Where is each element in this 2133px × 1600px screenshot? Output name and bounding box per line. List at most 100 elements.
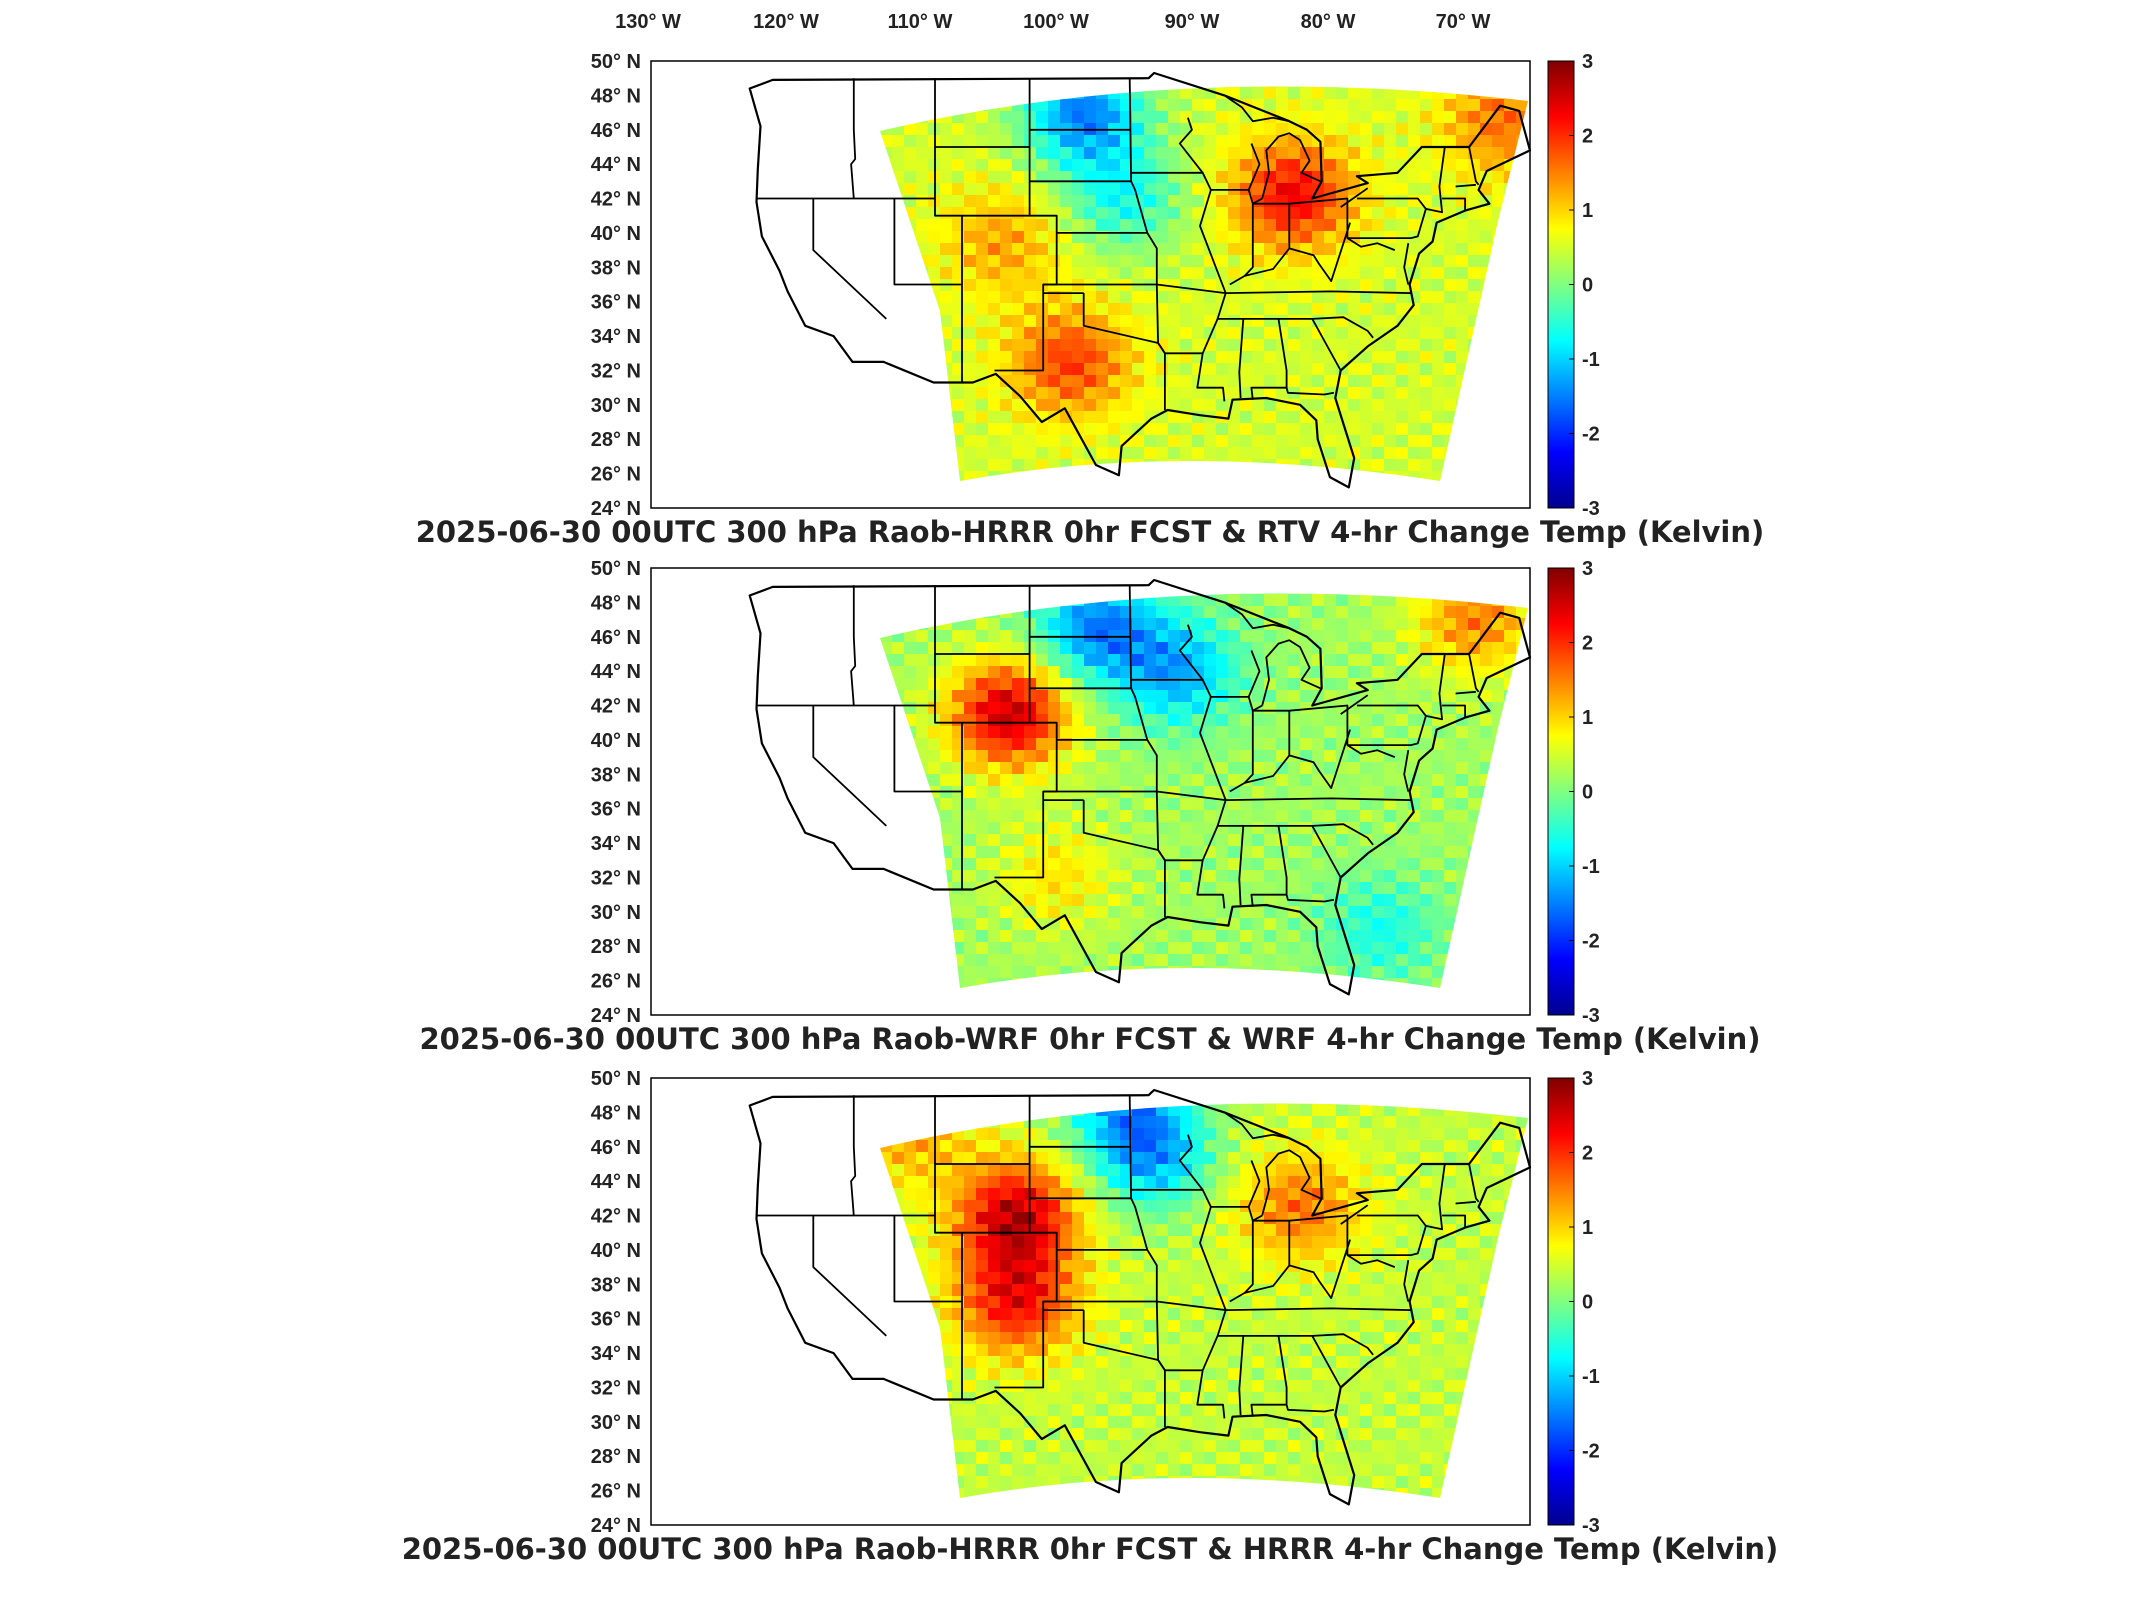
state-line [1082, 800, 1226, 909]
colorbar-tick-label: 3 [1582, 558, 1593, 580]
map-panel: 50° N 48° N 46° N 44° N 42° N 40° N 38° N 36° N… [419, 558, 1760, 1056]
state-line [1238, 825, 1245, 906]
state-line [1468, 1163, 1480, 1203]
map-frame [650, 60, 1531, 509]
state-line [1288, 1220, 1351, 1299]
state-line [1455, 1200, 1476, 1205]
lat-tick-label: 48° N [591, 85, 641, 107]
lat-tick-label: 32° N [591, 360, 641, 382]
state-line [1403, 243, 1410, 285]
state-line [1238, 318, 1245, 399]
state-line [1340, 187, 1369, 208]
conus-outline [748, 1088, 1532, 1506]
state-line [1217, 823, 1374, 846]
state-line [1468, 146, 1480, 186]
colorbar-tick-label: 3 [1582, 51, 1593, 73]
state-line [850, 1095, 857, 1216]
colorbar-tick-label: -1 [1582, 1366, 1600, 1388]
lat-tick-label: 44° N [591, 1171, 641, 1193]
state-line [1311, 1335, 1342, 1388]
state-line [1311, 825, 1342, 878]
state-line [893, 1215, 963, 1400]
colorbar-tick-label: 0 [1582, 782, 1593, 804]
map-panel: 50° N 48° N 46° N 44° N 42° N 40° N 38° N 36° N… [416, 51, 1765, 549]
state-boundaries [748, 1088, 1532, 1506]
lat-tick-label: 44° N [591, 154, 641, 176]
state-line [1244, 247, 1291, 277]
state-line [1288, 710, 1351, 789]
colorbar-tick-label: -2 [1582, 931, 1600, 953]
state-line [1403, 1260, 1410, 1302]
state-line [1178, 117, 1204, 174]
state-line [1178, 1134, 1204, 1191]
lat-tick-label: 38° N [591, 764, 641, 786]
lat-tick-label: 24° N [591, 498, 641, 520]
map-frame [650, 567, 1531, 1016]
lon-tick-label: 80° W [1301, 11, 1356, 33]
lon-tick-label: 100° W [1023, 11, 1089, 33]
state-line [1356, 704, 1427, 717]
state-line [1356, 1214, 1427, 1227]
state-line [1410, 653, 1446, 746]
state-line [1252, 197, 1411, 239]
state-line [1223, 94, 1290, 123]
lat-tick-label: 50° N [591, 558, 641, 580]
state-line [893, 198, 963, 383]
state-line [1410, 146, 1446, 239]
state-line [1442, 197, 1466, 211]
state-line [756, 1163, 1030, 1217]
map-frame [650, 1077, 1531, 1526]
state-line [1229, 710, 1254, 793]
state-line [1128, 585, 1166, 917]
lat-tick-label: 26° N [591, 1481, 641, 1503]
panel-title: 2025-06-30 00UTC 300 hPa Raob-WRF 0hr FC… [419, 1022, 1760, 1056]
state-line [1244, 754, 1291, 784]
longitude-axis-labels: 130° W 120° W 110° W 100° W 90° W 80° W 70° W [615, 11, 1490, 33]
lat-tick-label: 30° N [591, 902, 641, 924]
state-line [1217, 1333, 1374, 1356]
colorbar-tick-label: -3 [1582, 498, 1600, 520]
state-line [1247, 1160, 1263, 1222]
lat-tick-label: 50° N [591, 1068, 641, 1090]
state-line [1238, 1335, 1245, 1416]
state-line [1346, 744, 1396, 758]
lat-tick-label: 26° N [591, 971, 641, 993]
lat-tick-label: 40° N [591, 223, 641, 245]
state-line [1442, 1214, 1466, 1228]
lon-tick-label: 90° W [1165, 11, 1220, 33]
state-line [1082, 293, 1226, 402]
lat-tick-label: 34° N [591, 326, 641, 348]
lat-tick-label: 26° N [591, 464, 641, 486]
panel-title: 2025-06-30 00UTC 300 hPa Raob-HRRR 0hr F… [416, 515, 1765, 549]
lat-tick-label: 30° N [591, 395, 641, 417]
lat-tick-label: 50° N [591, 51, 641, 73]
state-line [1455, 183, 1476, 188]
lat-tick-label: 24° N [591, 1005, 641, 1027]
state-line [1340, 1204, 1369, 1225]
state-line [1311, 318, 1342, 371]
state-line [1261, 132, 1321, 199]
state-line [1261, 1149, 1321, 1216]
lat-tick-label: 32° N [591, 1377, 641, 1399]
colorbar-tick-label: 1 [1582, 1217, 1593, 1239]
colorbar-tick-label: -1 [1582, 349, 1600, 371]
lat-tick-label: 48° N [591, 592, 641, 614]
lat-tick-label: 42° N [591, 189, 641, 211]
state-line [1178, 624, 1204, 681]
state-line [1247, 650, 1263, 712]
colorbar-tick-label: -2 [1582, 424, 1600, 446]
colorbar-tick-label: -1 [1582, 856, 1600, 878]
state-line [1229, 203, 1254, 286]
state-line [1468, 653, 1480, 693]
state-line [1455, 690, 1476, 695]
colorbar-tick-label: 2 [1582, 1143, 1593, 1165]
lat-tick-label: 34° N [591, 833, 641, 855]
state-line [1340, 694, 1369, 715]
state-line [1261, 639, 1321, 706]
state-line [1252, 704, 1411, 746]
lat-tick-label: 48° N [591, 1102, 641, 1124]
lat-tick-label: 38° N [591, 257, 641, 279]
state-boundaries [748, 71, 1532, 489]
state-line [1082, 1310, 1226, 1419]
